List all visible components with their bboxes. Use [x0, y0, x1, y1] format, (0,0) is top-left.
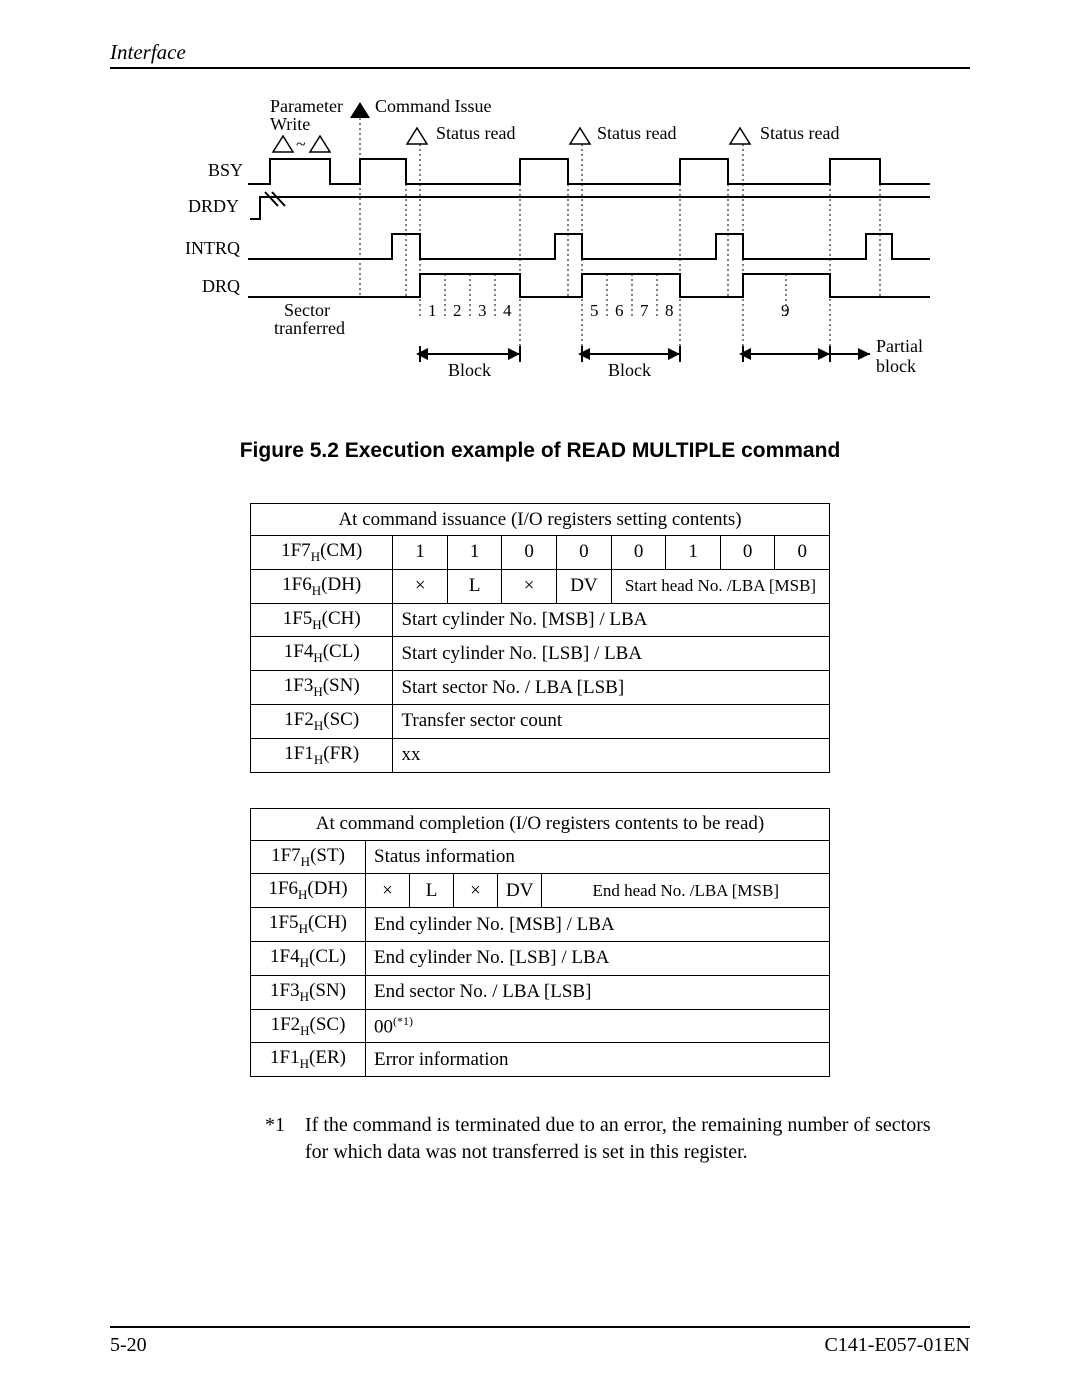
footnote: *1 If the command is terminated due to a…: [265, 1112, 935, 1166]
reg-sn2: 1F3H(SN): [251, 975, 366, 1009]
label-drq: DRQ: [202, 276, 240, 296]
figure-caption: Figure 5.2 Execution example of READ MUL…: [110, 439, 970, 463]
reg-ch2: 1F5H(CH): [251, 908, 366, 942]
footer-page-number: 5-20: [110, 1334, 147, 1357]
label-partial-2: block: [876, 356, 916, 376]
reg-sc: 1F2H(SC): [251, 704, 393, 738]
table2-title: At command completion (I/O registers con…: [251, 808, 830, 840]
timing-diagram: .t { font: 18px "Times New Roman", serif…: [170, 94, 930, 399]
register-table-issuance: At command issuance (I/O registers setti…: [250, 503, 830, 773]
reg-sc2: 1F2H(SC): [251, 1009, 366, 1043]
footnote-text: If the command is terminated due to an e…: [305, 1112, 935, 1166]
svg-text:4: 4: [503, 301, 512, 320]
label-block-2: Block: [608, 360, 651, 380]
label-sector-trans-2: tranferred: [274, 318, 345, 338]
table1-title: At command issuance (I/O registers setti…: [251, 504, 830, 536]
register-table-completion: At command completion (I/O registers con…: [250, 808, 830, 1078]
reg-cl: 1F4H(CL): [251, 637, 393, 671]
label-param-write2: Write: [270, 114, 310, 134]
reg-fr: 1F1H(FR): [251, 738, 393, 772]
label-sector-trans-1: Sector: [284, 300, 330, 320]
label-partial-1: Partial: [876, 336, 923, 356]
label-bsy: BSY: [208, 160, 243, 180]
label-status-read-2: Status read: [597, 123, 676, 143]
page-footer: 5-20 C141-E057-01EN: [110, 1318, 970, 1357]
svg-text:~: ~: [296, 134, 306, 154]
reg-dh2: 1F6H(DH): [251, 874, 366, 908]
svg-text:2: 2: [453, 301, 462, 320]
svg-text:8: 8: [665, 301, 674, 320]
reg-dh: 1F6H(DH): [251, 569, 393, 603]
label-cmd-issue: Command Issue: [375, 96, 492, 116]
label-drdy: DRDY: [188, 196, 239, 216]
reg-ch: 1F5H(CH): [251, 603, 393, 637]
label-status-read-1: Status read: [436, 123, 515, 143]
label-intrq: INTRQ: [185, 238, 240, 258]
svg-text:5: 5: [590, 301, 599, 320]
label-block-1: Block: [448, 360, 491, 380]
footnote-mark: *1: [265, 1112, 285, 1166]
header-rule: [110, 67, 970, 69]
svg-text:7: 7: [640, 301, 649, 320]
reg-er: 1F1H(ER): [251, 1043, 366, 1077]
svg-text:1: 1: [428, 301, 437, 320]
reg-st: 1F7H(ST): [251, 840, 366, 874]
label-param-write: Parameter: [270, 96, 343, 116]
reg-cm: 1F7H(CM): [251, 536, 393, 570]
footer-doc-id: C141-E057-01EN: [824, 1334, 970, 1357]
svg-text:6: 6: [615, 301, 624, 320]
reg-sn: 1F3H(SN): [251, 671, 393, 705]
reg-cl2: 1F4H(CL): [251, 941, 366, 975]
svg-text:3: 3: [478, 301, 487, 320]
header-section: Interface: [110, 40, 970, 65]
svg-text:9: 9: [781, 301, 790, 320]
label-status-read-3: Status read: [760, 123, 839, 143]
